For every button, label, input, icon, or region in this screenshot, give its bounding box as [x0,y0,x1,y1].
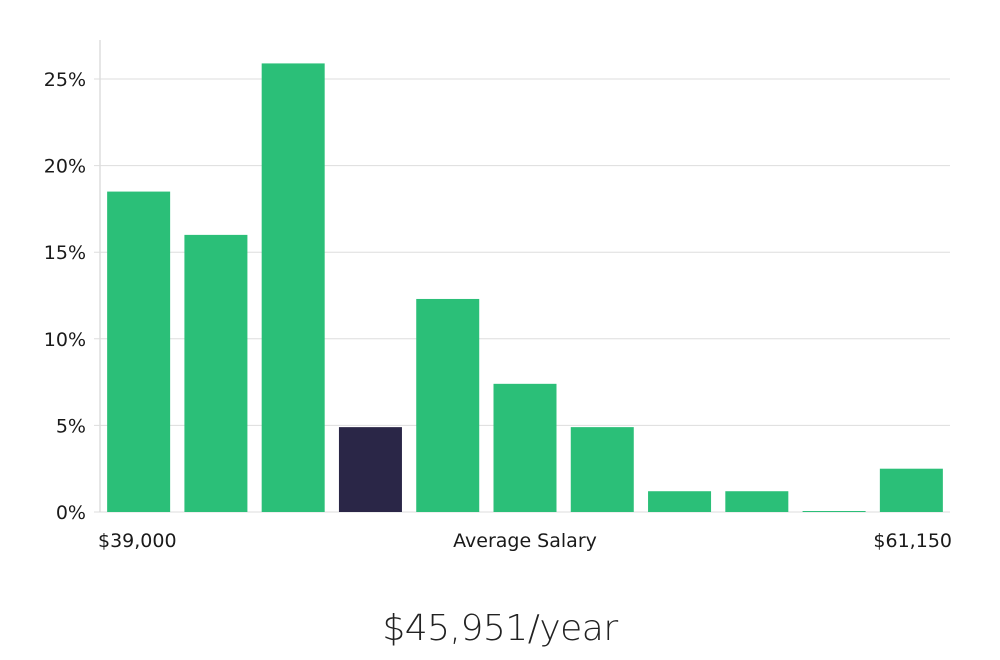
bar [648,491,711,512]
y-axis-ticks: 0% 5% 10% 15% 20% 25% [44,69,86,524]
bar [107,192,170,512]
y-tick-label: 25% [44,69,86,91]
y-tick-label: 0% [56,502,86,524]
bar-highlighted [339,427,402,512]
salary-distribution-chart: 0%5%10%15%20%25% $39,000 Average Salary … [0,0,1000,580]
x-max-label: $61,150 [873,530,952,552]
y-tick-label: 5% [56,415,86,437]
bar [494,384,557,512]
x-min-label: $39,000 [98,530,177,552]
bar [880,469,943,512]
bar [725,491,788,512]
bar [571,427,634,512]
y-tick-label: 15% [44,242,86,264]
bar [262,63,325,512]
y-tick-label: 20% [44,156,86,178]
bar [416,299,479,512]
bar [803,511,866,512]
x-axis-label: Average Salary [453,530,597,552]
y-tick-label: 10% [44,329,86,351]
average-salary-summary: $45,951/year [0,608,1000,649]
bars [107,63,943,512]
bar [184,235,247,512]
